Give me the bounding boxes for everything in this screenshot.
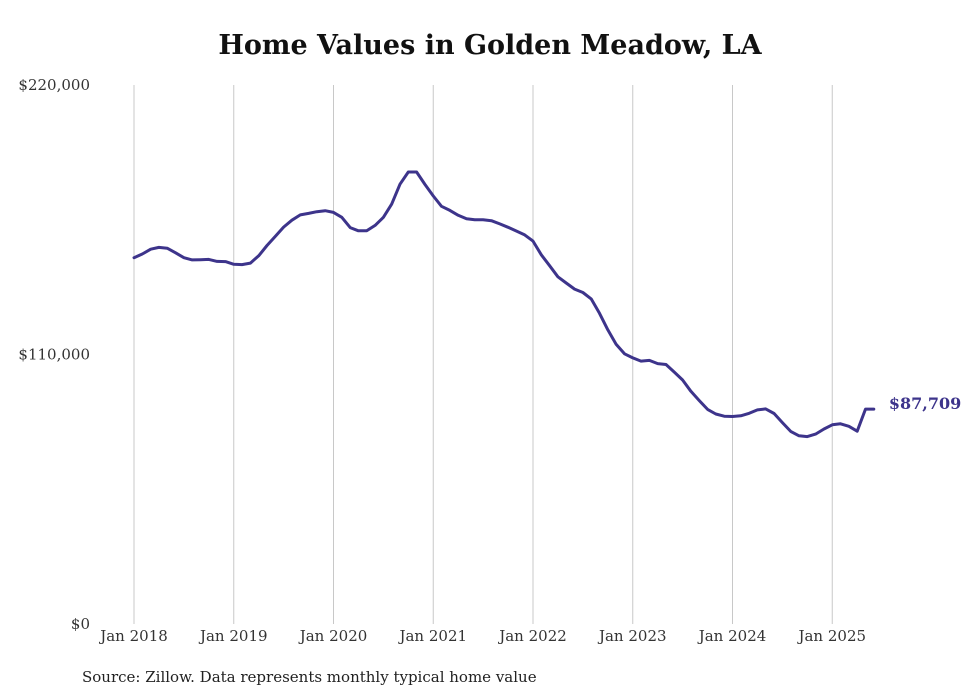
y-axis-tick-labels: $0 $110,000 $220,000 bbox=[18, 76, 90, 633]
x-tick-label: Jan 2020 bbox=[298, 627, 368, 645]
chart-title: Home Values in Golden Meadow, LA bbox=[218, 30, 762, 61]
y-tick-label: $0 bbox=[71, 615, 90, 633]
vertical-gridlines bbox=[133, 85, 833, 624]
x-tick-label: Jan 2023 bbox=[597, 627, 667, 645]
x-axis-tick-labels: Jan 2018 Jan 2019 Jan 2020 Jan 2021 Jan 2022… bbox=[98, 627, 866, 645]
y-tick-label: $220,000 bbox=[18, 76, 90, 94]
series-line-home-value bbox=[132, 170, 876, 439]
x-tick-label: Jan 2022 bbox=[497, 627, 567, 645]
y-tick-label: $110,000 bbox=[18, 346, 90, 364]
x-tick-label: Jan 2024 bbox=[697, 627, 767, 645]
source-note: Source: Zillow. Data represents monthly … bbox=[82, 668, 537, 686]
x-tick-label: Jan 2019 bbox=[198, 627, 268, 645]
x-tick-label: Jan 2018 bbox=[98, 627, 168, 645]
line-chart: $0$110,000$220,000 Jan 2018 Jan 2019 Jan 2… bbox=[18, 76, 961, 645]
x-tick-label: Jan 2021 bbox=[397, 627, 467, 645]
end-value-label: $87,709 bbox=[889, 394, 961, 413]
x-tick-label: Jan 2025 bbox=[796, 627, 866, 645]
